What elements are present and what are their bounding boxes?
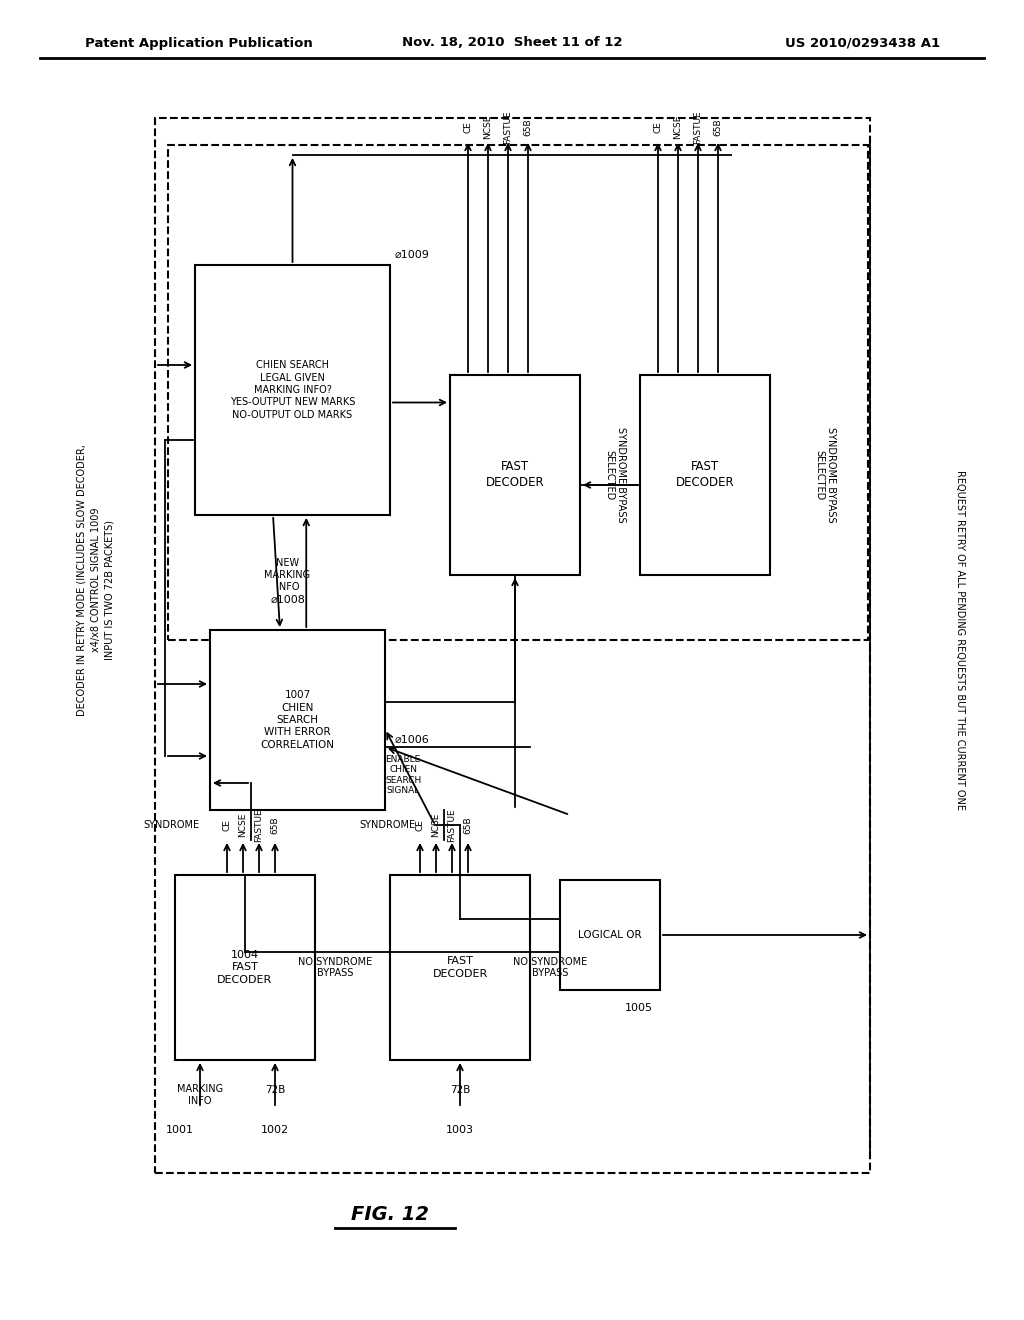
Text: NO SYNDROME
BYPASS: NO SYNDROME BYPASS	[298, 957, 372, 978]
Text: 65B: 65B	[464, 816, 472, 834]
Text: FIG. 12: FIG. 12	[351, 1205, 429, 1225]
Text: FASTUE: FASTUE	[255, 808, 263, 842]
Text: FASTUE: FASTUE	[504, 110, 512, 144]
Text: DECODER IN RETRY MODE (INCLUDES SLOW DECODER,: DECODER IN RETRY MODE (INCLUDES SLOW DEC…	[77, 444, 87, 715]
Bar	[175, 875, 315, 1060]
Bar	[450, 375, 580, 576]
Text: 1004
FAST
DECODER: 1004 FAST DECODER	[217, 950, 272, 985]
Text: MARKING
INFO: MARKING INFO	[177, 1084, 223, 1106]
Text: 1001: 1001	[166, 1125, 194, 1135]
Bar	[210, 630, 385, 810]
Text: x4/x8 CONTROL SIGNAL 1009: x4/x8 CONTROL SIGNAL 1009	[91, 508, 101, 652]
Text: NEW
MARKING
INFO: NEW MARKING INFO	[264, 558, 310, 591]
Text: 65B: 65B	[270, 816, 280, 834]
Text: SYNDROME: SYNDROME	[358, 820, 415, 830]
Text: 1007
CHIEN
SEARCH
WITH ERROR
CORRELATION: 1007 CHIEN SEARCH WITH ERROR CORRELATION	[260, 690, 335, 750]
Bar	[560, 880, 660, 990]
Text: SYNDROME BYPASS
SELECTED: SYNDROME BYPASS SELECTED	[604, 428, 626, 523]
Text: NCSE: NCSE	[431, 813, 440, 837]
Text: FAST
DECODER: FAST DECODER	[432, 956, 487, 978]
Bar	[168, 145, 868, 640]
Text: CE: CE	[464, 121, 472, 133]
Text: CE: CE	[416, 820, 425, 830]
Text: LOGICAL OR: LOGICAL OR	[579, 931, 642, 940]
Text: US 2010/0293438 A1: US 2010/0293438 A1	[784, 37, 940, 49]
Text: SYNDROME: SYNDROME	[144, 820, 200, 830]
Text: CE: CE	[653, 121, 663, 133]
Text: 65B: 65B	[523, 119, 532, 136]
Text: FAST
DECODER: FAST DECODER	[485, 461, 545, 490]
Text: NO SYNDROME
BYPASS: NO SYNDROME BYPASS	[513, 957, 587, 978]
Text: INPUT IS TWO 72B PACKETS): INPUT IS TWO 72B PACKETS)	[105, 520, 115, 660]
Text: 72B: 72B	[450, 1085, 470, 1096]
Text: Nov. 18, 2010  Sheet 11 of 12: Nov. 18, 2010 Sheet 11 of 12	[401, 37, 623, 49]
Bar	[155, 117, 870, 1173]
Text: 1003: 1003	[446, 1125, 474, 1135]
Text: 1005: 1005	[625, 1003, 653, 1012]
Text: CHIEN SEARCH
LEGAL GIVEN
MARKING INFO?
YES-OUTPUT NEW MARKS
NO-OUTPUT OLD MARKS: CHIEN SEARCH LEGAL GIVEN MARKING INFO? Y…	[229, 360, 355, 420]
Text: REQUEST RETRY OF ALL PENDING REQUESTS BUT THE CURRENT ONE: REQUEST RETRY OF ALL PENDING REQUESTS BU…	[955, 470, 965, 810]
Text: ENABLE
CHIEN
SEARCH
SIGNAL: ENABLE CHIEN SEARCH SIGNAL	[385, 755, 421, 795]
Bar	[195, 265, 390, 515]
Bar	[640, 375, 770, 576]
Text: 72B: 72B	[265, 1085, 286, 1096]
Text: ⌀1009: ⌀1009	[395, 249, 430, 260]
Text: FAST
DECODER: FAST DECODER	[676, 461, 734, 490]
Text: ⌀1006: ⌀1006	[395, 735, 430, 744]
Text: ⌀1008: ⌀1008	[270, 595, 305, 605]
Text: FASTUE: FASTUE	[447, 808, 457, 842]
Text: NCSE: NCSE	[674, 115, 683, 139]
Text: NCSE: NCSE	[483, 115, 493, 139]
Text: CE: CE	[222, 820, 231, 830]
Text: Patent Application Publication: Patent Application Publication	[85, 37, 312, 49]
Bar	[390, 875, 530, 1060]
Text: FASTUE: FASTUE	[693, 110, 702, 144]
Text: 1002: 1002	[261, 1125, 289, 1135]
Text: 65B: 65B	[714, 119, 723, 136]
Text: SYNDROME BYPASS
SELECTED: SYNDROME BYPASS SELECTED	[814, 428, 836, 523]
Text: NCSE: NCSE	[239, 813, 248, 837]
